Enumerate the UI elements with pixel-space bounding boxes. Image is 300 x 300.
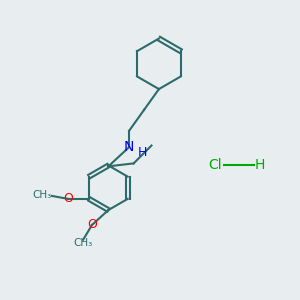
Text: O: O <box>87 218 97 231</box>
Text: H: H <box>138 146 147 159</box>
Text: H: H <box>255 158 265 172</box>
Text: Cl: Cl <box>208 158 222 172</box>
Text: N: N <box>124 140 134 154</box>
Text: CH₃: CH₃ <box>32 190 51 200</box>
Text: O: O <box>63 192 73 206</box>
Text: CH₃: CH₃ <box>74 238 93 248</box>
